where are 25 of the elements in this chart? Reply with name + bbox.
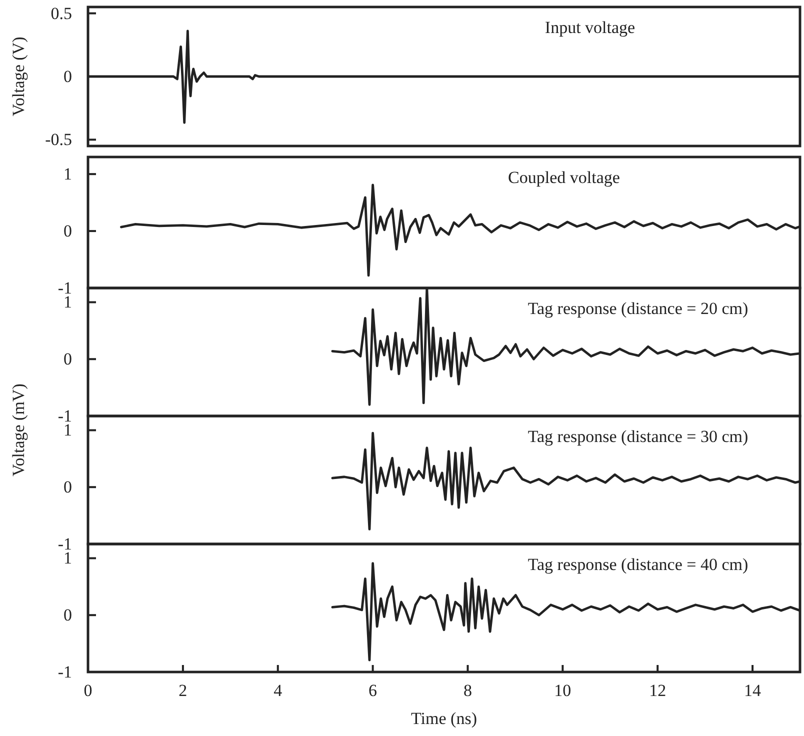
y-axis-title: Voltage (V): [9, 36, 28, 116]
x-tick-label: 2: [178, 681, 188, 700]
x-tick-label: 8: [463, 681, 472, 700]
x-tick-label: 6: [368, 681, 378, 700]
y-tick-label: 0: [64, 66, 72, 86]
text: Input voltage: [544, 18, 636, 37]
text: Tag response (distance = 30 cm): [528, 427, 748, 446]
y-tick-label: 1: [64, 164, 72, 184]
y-tick-label: 0: [64, 221, 72, 240]
x-tick-label: 4: [274, 681, 283, 700]
y-tick-label: 0: [64, 478, 72, 497]
x-axis-title: Time (ns): [411, 709, 477, 728]
x-tick-label: 14: [744, 681, 762, 700]
x-tick-label: 10: [554, 681, 572, 700]
y-tick-label: 0: [64, 606, 72, 625]
y-axis-title: Voltage (mV): [9, 384, 28, 476]
x-tick-label: 12: [649, 681, 666, 700]
text: Tag response (distance = 20 cm): [528, 299, 748, 318]
text: Tag response (distance = 40 cm): [528, 555, 748, 574]
y-tick-label: 0: [64, 350, 72, 369]
y-tick-label: -0.5: [45, 130, 72, 150]
x-tick-label: 0: [84, 681, 92, 700]
y-tick-label: 0.5: [50, 4, 72, 23]
text: Coupled voltage: [508, 168, 620, 187]
y-tick-label: -1: [58, 662, 72, 682]
